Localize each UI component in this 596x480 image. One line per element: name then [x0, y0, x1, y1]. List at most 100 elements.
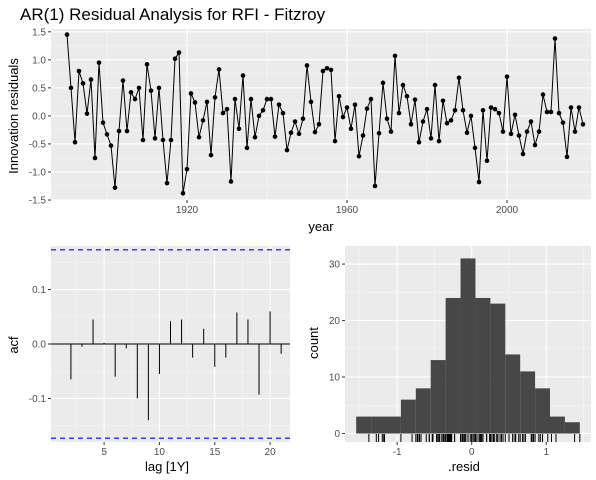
residual-point: [244, 145, 250, 151]
residual-point: [552, 36, 558, 41]
residual-point: [132, 96, 138, 102]
hist-y-axis-title: count: [306, 327, 321, 359]
residual-point: [236, 126, 242, 132]
residual-point: [348, 126, 354, 132]
residual-series-line: [66, 34, 584, 194]
y-tick-label: 0: [334, 429, 340, 440]
residual-point: [268, 96, 274, 102]
y-tick-label: 1.5: [32, 27, 46, 38]
histogram-bar: [535, 388, 550, 434]
residual-point: [284, 147, 290, 153]
residual-point: [92, 155, 98, 161]
residual-point: [432, 82, 438, 88]
residual-point: [476, 179, 482, 185]
histogram-bar: [490, 303, 506, 434]
residual-point: [320, 68, 326, 74]
residual-point: [452, 107, 458, 113]
residual-point: [140, 137, 146, 143]
residual-point: [336, 93, 342, 99]
residual-point: [480, 107, 486, 113]
residual-point: [520, 151, 526, 157]
residual-point: [84, 111, 90, 116]
x-tick-label: 1960: [336, 205, 359, 216]
residual-point: [136, 85, 142, 91]
residual-point: [472, 145, 478, 151]
residual-point: [416, 139, 422, 145]
residual-point: [540, 92, 546, 97]
ts-y-axis-title: Innovation residuals: [6, 58, 21, 174]
residual-point: [300, 116, 306, 122]
residual-point: [272, 134, 278, 139]
residual-point: [248, 96, 254, 102]
residual-point: [96, 60, 102, 65]
histogram-bar: [445, 297, 461, 434]
residual-point: [64, 32, 70, 37]
histogram-bar: [371, 416, 386, 434]
x-tick-label: 10: [154, 447, 166, 458]
histogram-bar: [400, 399, 416, 434]
residual-point: [256, 113, 262, 119]
residual-point: [548, 109, 554, 115]
y-tick-label: -0.5: [29, 139, 47, 150]
residual-point: [192, 100, 198, 105]
y-tick-label: 20: [329, 316, 341, 327]
x-tick-label: 1: [543, 447, 549, 458]
residual-point: [512, 112, 518, 118]
histogram-bar: [415, 388, 431, 434]
x-tick-label: 20: [265, 447, 277, 458]
residual-point: [296, 131, 302, 137]
residual-point: [492, 106, 498, 112]
acf-y-axis-title: acf: [6, 336, 21, 354]
residual-point: [532, 142, 538, 148]
residual-point: [100, 120, 106, 125]
residual-point: [220, 110, 226, 116]
residual-point: [516, 133, 522, 138]
x-tick-label: 5: [101, 447, 107, 458]
histogram-bar: [505, 354, 521, 434]
x-tick-label: 1920: [176, 205, 199, 216]
residual-point: [456, 75, 462, 81]
residual-point: [344, 105, 350, 110]
residual-point: [556, 110, 562, 116]
residual-point: [544, 109, 550, 115]
residual-point: [560, 120, 566, 125]
residual-point: [392, 53, 398, 59]
residual-point: [332, 138, 338, 144]
x-tick-label: 15: [209, 447, 221, 458]
acf-x-axis-title: lag [1Y]: [145, 459, 189, 474]
residual-point: [264, 96, 270, 102]
residual-point: [288, 130, 294, 136]
residual-point: [260, 107, 266, 113]
residual-point: [80, 81, 86, 86]
residual-point: [528, 119, 534, 124]
residual-point: [160, 137, 166, 143]
residual-point: [460, 107, 466, 113]
residual-point: [444, 120, 450, 126]
residual-point: [156, 85, 162, 91]
ts-x-axis-title: year: [308, 219, 334, 234]
residual-point: [68, 85, 74, 91]
residual-point: [352, 102, 358, 107]
histogram-bar: [460, 258, 476, 434]
residual-point: [292, 119, 298, 124]
residual-point: [316, 122, 322, 127]
residual-point: [88, 77, 94, 82]
histogram-bar: [475, 297, 491, 434]
residual-point: [364, 106, 370, 111]
residual-point: [496, 110, 502, 116]
residual-point: [380, 80, 386, 86]
residual-point: [408, 122, 414, 127]
residual-point: [524, 129, 530, 134]
y-tick-label: -1.0: [29, 167, 47, 178]
residual-point: [168, 137, 174, 143]
residual-point: [116, 128, 122, 134]
histogram-bar: [550, 416, 565, 434]
residual-point: [324, 65, 330, 71]
residual-point: [280, 110, 286, 116]
residual-point: [232, 96, 238, 102]
residual-point: [424, 106, 430, 112]
residual-point: [216, 67, 222, 72]
residual-point: [184, 166, 190, 172]
residual-point: [124, 128, 130, 134]
